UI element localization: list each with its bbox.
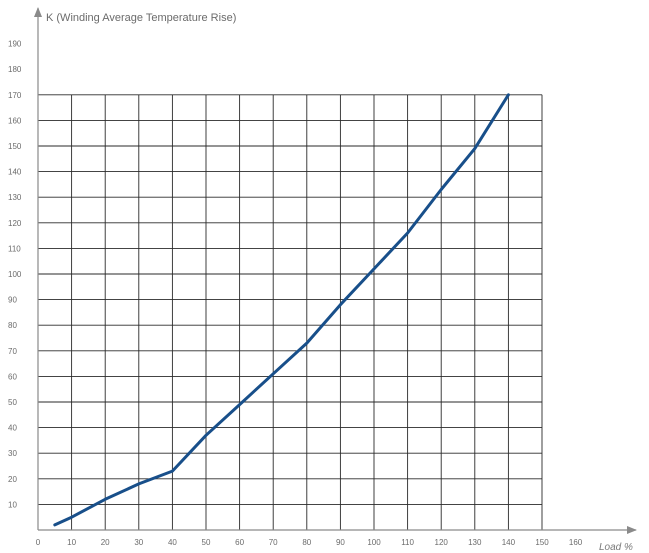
grid xyxy=(38,94,543,530)
x-tick-label: 90 xyxy=(336,538,345,547)
y-tick-label: 110 xyxy=(8,244,21,253)
y-tick-label: 160 xyxy=(8,116,22,125)
x-tick-labels: 0 10 20 30 40 50 60 70 80 90 100 110 120 130 140 150 160 xyxy=(36,538,583,547)
series-line-1 xyxy=(53,93,510,527)
x-tick-label: 120 xyxy=(435,538,449,547)
x-tick-label: 10 xyxy=(67,538,76,547)
y-tick-label: 50 xyxy=(8,398,17,407)
y-tick-label: 10 xyxy=(8,500,17,509)
x-tick-label: 130 xyxy=(468,538,482,547)
x-tick-label: 50 xyxy=(202,538,211,547)
y-tick-label: 120 xyxy=(8,219,22,228)
y-tick-label: 170 xyxy=(8,91,22,100)
y-tick-label: 60 xyxy=(8,372,17,381)
x-tick-label: 40 xyxy=(168,538,177,547)
y-tick-label: 100 xyxy=(8,270,22,279)
y-tick-label: 30 xyxy=(8,449,17,458)
y-tick-labels: 10 20 30 40 50 60 70 80 90 100 110 120 130 140 150 160 1… xyxy=(8,40,22,510)
series xyxy=(53,93,510,527)
y-tick-label: 20 xyxy=(8,475,17,484)
x-tick-label: 140 xyxy=(502,538,516,547)
y-tick-label: 180 xyxy=(8,65,22,74)
y-tick-label: 140 xyxy=(8,168,22,177)
x-tick-label: 60 xyxy=(235,538,244,547)
y-tick-label: 70 xyxy=(8,347,17,356)
x-tick-label: 0 xyxy=(36,538,41,547)
x-axis-title: Load % xyxy=(599,542,633,553)
y-tick-label: 190 xyxy=(8,40,22,49)
y-tick-label: 90 xyxy=(8,296,17,305)
x-tick-label: 150 xyxy=(535,538,549,547)
x-tick-label: 80 xyxy=(302,538,311,547)
x-tick-label: 30 xyxy=(134,538,143,547)
x-tick-label: 70 xyxy=(269,538,278,547)
y-tick-label: 150 xyxy=(8,142,22,151)
y-tick-label: 130 xyxy=(8,193,22,202)
x-tick-label: 20 xyxy=(101,538,110,547)
axes xyxy=(34,7,637,534)
y-tick-label: 80 xyxy=(8,321,17,330)
y-tick-label: 40 xyxy=(8,424,17,433)
y-axis-title: K (Winding Average Temperature Rise) xyxy=(46,12,236,24)
x-tick-label: 110 xyxy=(401,538,414,547)
x-tick-label: 100 xyxy=(367,538,381,547)
x-tick-label: 160 xyxy=(569,538,583,547)
